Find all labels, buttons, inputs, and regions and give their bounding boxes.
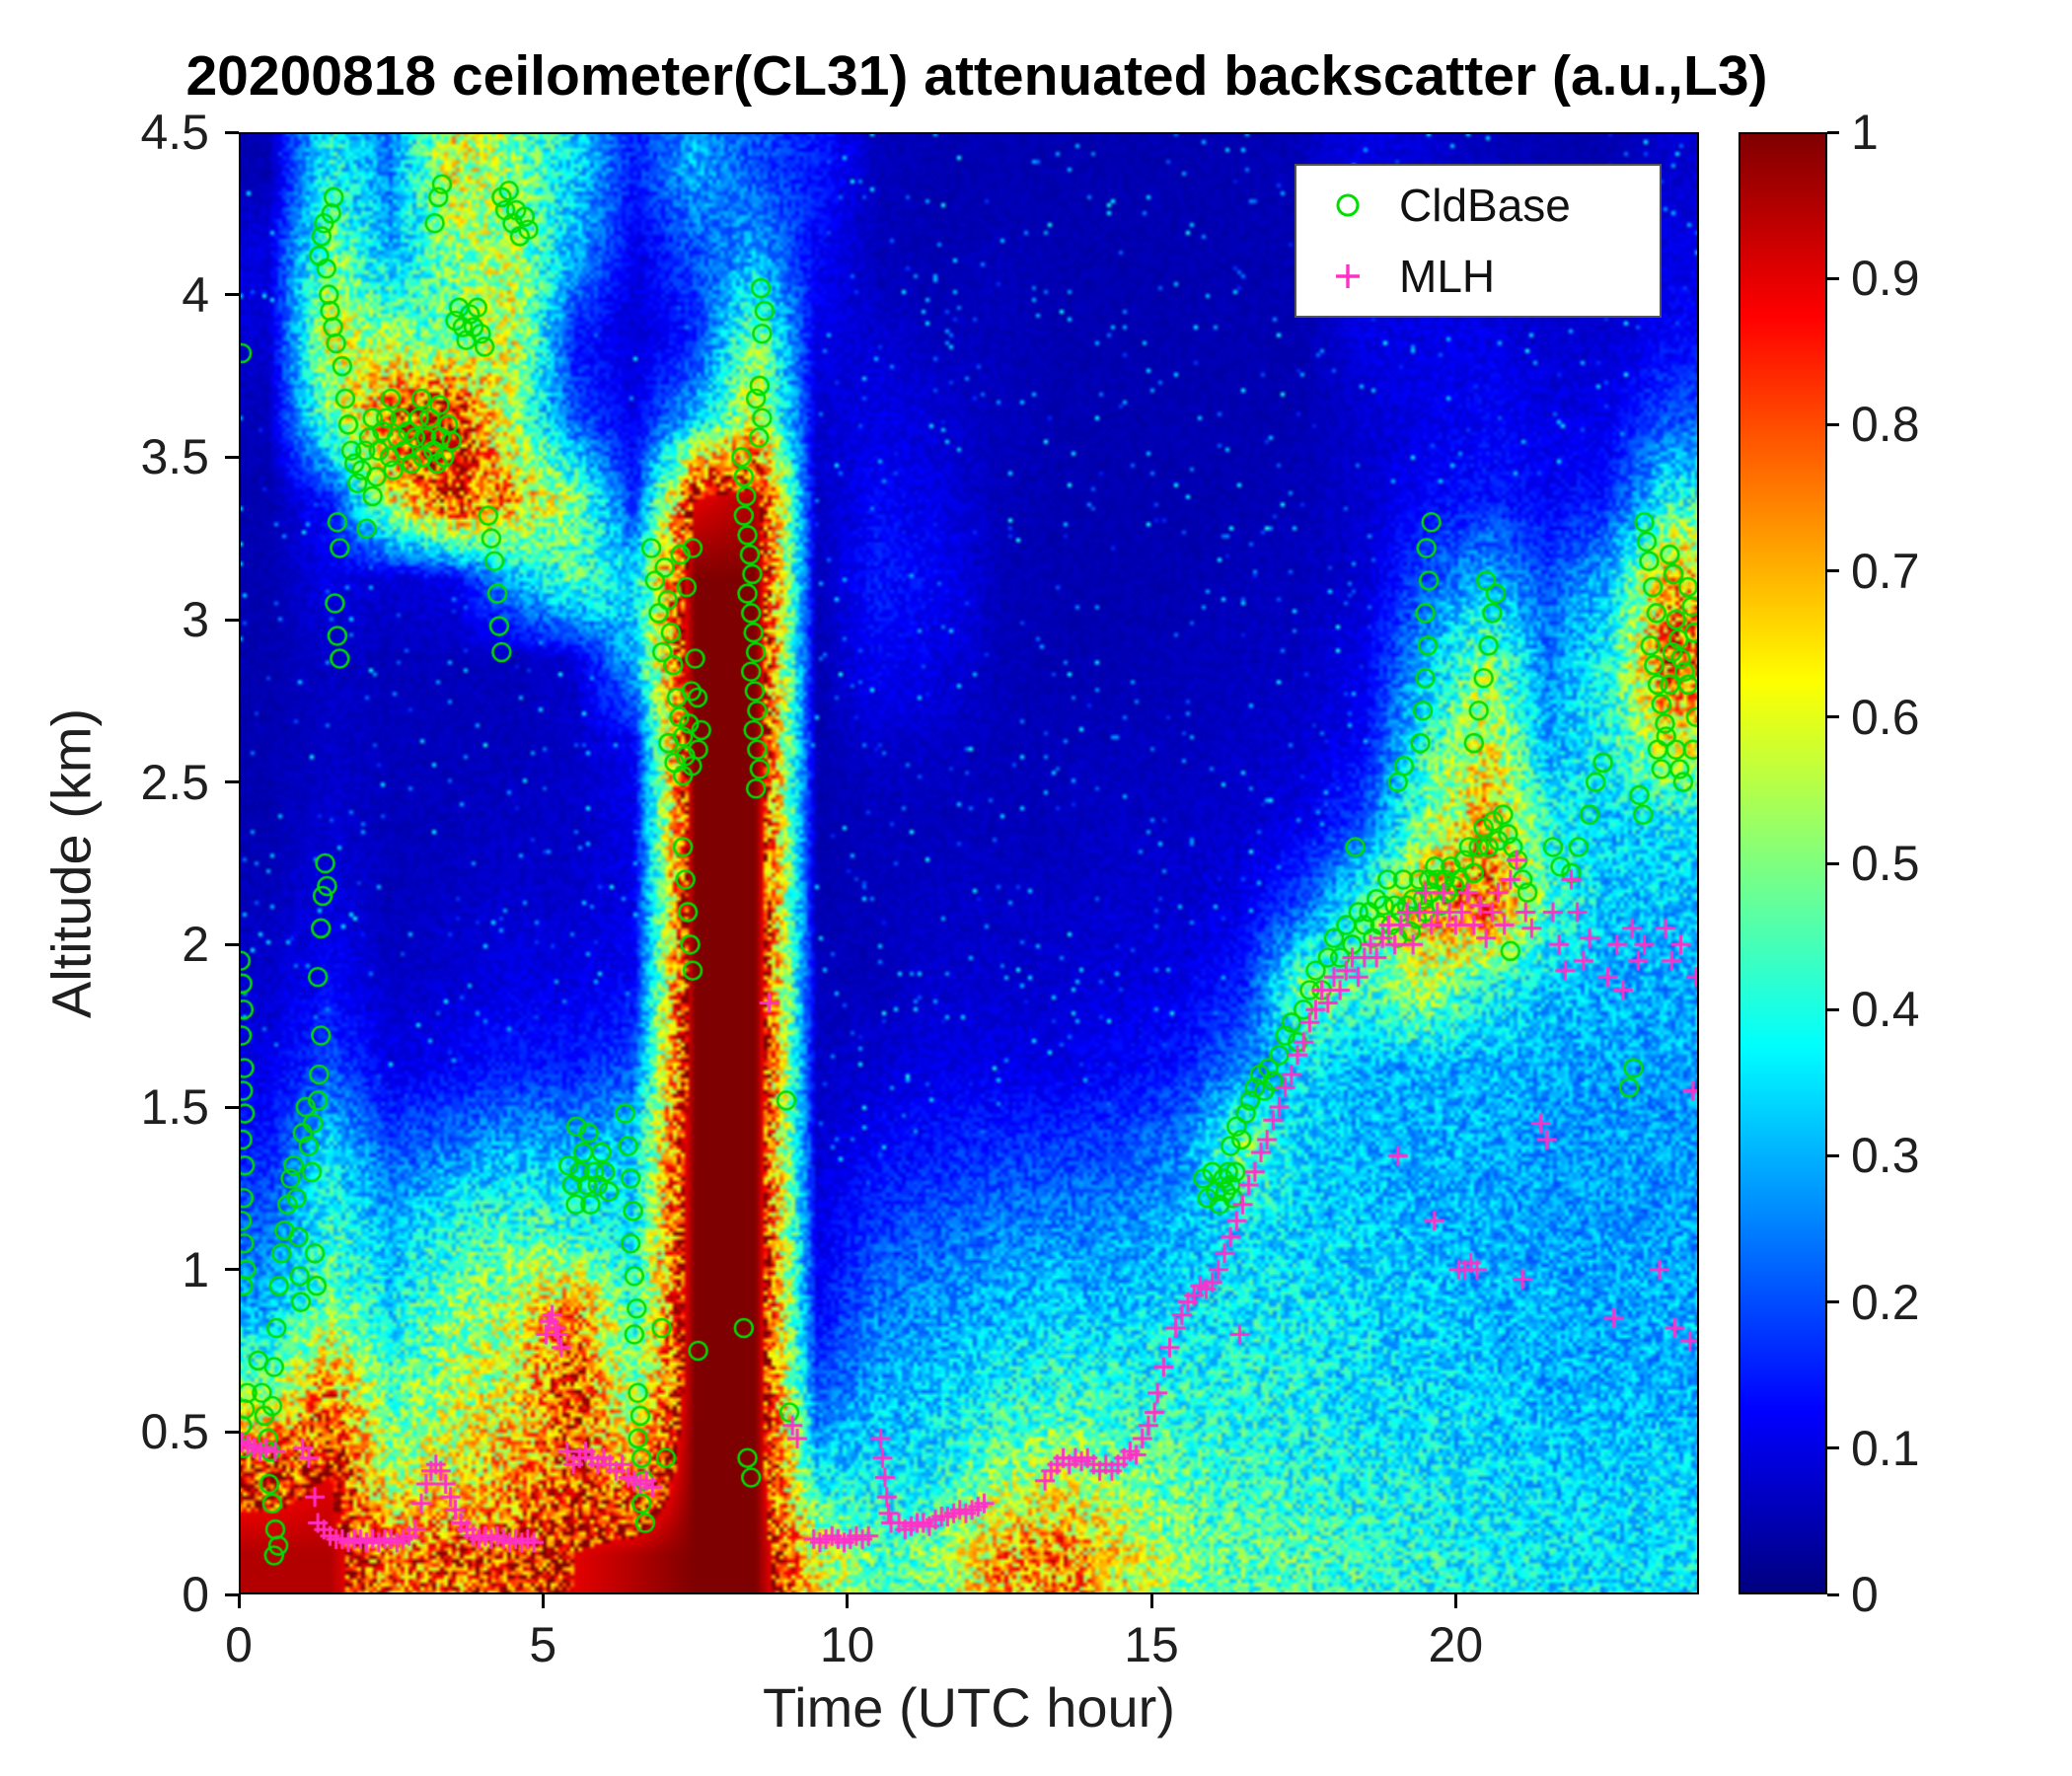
y-tick-label: 4 (182, 266, 209, 323)
colorbar-tick-mark (1827, 1446, 1839, 1450)
y-tick-mark (225, 1430, 239, 1434)
x-tick-mark (1149, 1594, 1153, 1608)
y-tick-label: 0.5 (140, 1404, 209, 1460)
x-tick-label: 0 (225, 1617, 253, 1672)
colorbar-tick-label: 0.3 (1851, 1128, 1920, 1184)
y-tick-mark (225, 455, 239, 459)
y-tick-mark (225, 942, 239, 946)
colorbar-tick-label: 0.5 (1851, 836, 1920, 891)
y-tick-label: 1 (182, 1241, 209, 1297)
colorbar-tick-mark (1827, 422, 1839, 426)
colorbar-tick-mark (1827, 1153, 1839, 1157)
y-tick-mark (225, 618, 239, 622)
y-tick-label: 3.5 (140, 429, 209, 485)
colorbar-tick-mark (1827, 276, 1839, 280)
x-tick-label: 20 (1428, 1617, 1484, 1672)
y-tick-mark (225, 293, 239, 297)
legend-label-mlh: MLH (1399, 250, 1496, 302)
y-tick-label: 2.5 (140, 754, 209, 810)
chart-title: 20200818 ceilometer(CL31) attenuated bac… (185, 44, 1768, 108)
colorbar-tick-mark (1827, 1300, 1839, 1304)
x-tick-mark (1453, 1594, 1457, 1608)
x-tick-mark (541, 1594, 545, 1608)
colorbar-tick-label: 0.1 (1851, 1420, 1920, 1476)
y-tick-mark (225, 1105, 239, 1109)
y-tick-label: 2 (182, 917, 209, 973)
cldbase-circle-icon (1296, 188, 1399, 222)
legend-item-mlh: MLH (1296, 246, 1660, 307)
x-tick-label: 5 (529, 1617, 557, 1672)
x-tick-label: 15 (1124, 1617, 1179, 1672)
legend-item-cldbase: CldBase (1296, 175, 1660, 236)
colorbar-tick-label: 0.4 (1851, 982, 1920, 1038)
colorbar-tick-label: 0.9 (1851, 251, 1920, 307)
colorbar-tick-label: 0 (1851, 1567, 1879, 1622)
x-axis-label: Time (UTC hour) (763, 1676, 1175, 1739)
legend: CldBase MLH (1295, 164, 1662, 318)
y-tick-mark (225, 1592, 239, 1596)
colorbar-tick-mark (1827, 1592, 1839, 1596)
y-tick-label: 1.5 (140, 1079, 209, 1135)
colorbar-tick-label: 0.7 (1851, 543, 1920, 599)
y-tick-label: 4.5 (140, 105, 209, 160)
heatmap-canvas (239, 132, 1699, 1594)
colorbar-tick-mark (1827, 861, 1839, 865)
y-tick-label: 0 (182, 1567, 209, 1622)
mlh-plus-icon (1296, 259, 1399, 293)
colorbar-tick-label: 0.2 (1851, 1274, 1920, 1330)
legend-label-cldbase: CldBase (1399, 180, 1571, 232)
y-tick-mark (225, 1268, 239, 1272)
colorbar-tick-mark (1827, 130, 1839, 134)
x-tick-mark (237, 1594, 241, 1608)
x-tick-mark (846, 1594, 850, 1608)
colorbar (1739, 132, 1827, 1594)
y-tick-label: 3 (182, 592, 209, 647)
colorbar-tick-label: 0.8 (1851, 397, 1920, 453)
x-tick-label: 10 (819, 1617, 875, 1672)
colorbar-tick-mark (1827, 569, 1839, 573)
colorbar-tick-label: 1 (1851, 105, 1879, 160)
colorbar-tick-mark (1827, 1007, 1839, 1011)
colorbar-tick-mark (1827, 715, 1839, 719)
y-tick-mark (225, 130, 239, 134)
y-tick-mark (225, 780, 239, 784)
colorbar-tick-label: 0.6 (1851, 689, 1920, 745)
